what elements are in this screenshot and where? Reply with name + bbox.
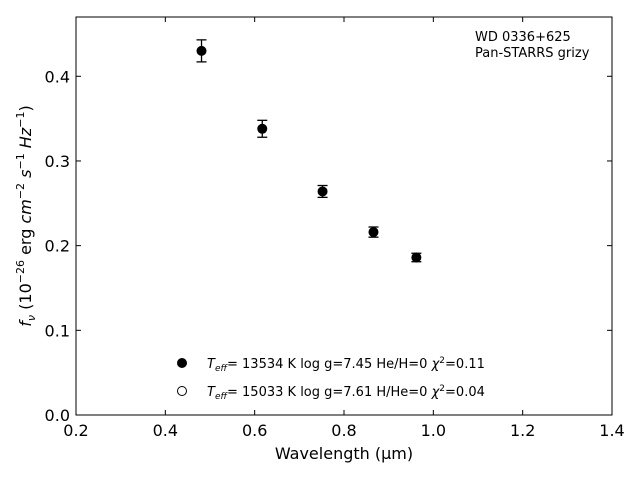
legend-entry-1-chi2: =0.11 [445, 357, 485, 372]
y-axis-label: fν (10−26 erg cm−2 s−1 Hz−1) [14, 105, 38, 326]
data-points [196, 39, 422, 263]
legend: Teff= 13534 K log g=7.45 He/H=0 χ2=0.11 … [177, 356, 485, 402]
legend-marker-model [177, 386, 187, 396]
axis-ticks: 0.2 0.4 0.6 0.8 1.0 1.2 1.4 0.0 0.1 0.2 0.3 0.4 [45, 17, 625, 440]
legend-entry-2: Teff= 15033 K log g=7.61 H/He=0 χ2=0.04 [207, 384, 485, 402]
data-point [196, 45, 207, 56]
x-tick-label: 1.2 [510, 421, 535, 440]
x-tick-label: 0.8 [331, 421, 356, 440]
plot-frame [75, 16, 613, 416]
y-tick-label: 0.4 [45, 67, 70, 86]
legend-entry-1-teff: = 13534 K [227, 357, 297, 372]
data-point [317, 186, 328, 197]
x-tick-label: 0.6 [242, 421, 267, 440]
x-tick-label: 0.4 [153, 421, 178, 440]
y-tick-label: 0.2 [45, 237, 70, 256]
legend-entry-2-teff: = 15033 K [227, 385, 297, 400]
x-axis-label: Wavelength (μm) [275, 444, 413, 463]
x-tick-label: 1.0 [421, 421, 446, 440]
data-point [368, 227, 379, 238]
legend-entry-2-params: log g=7.61 H/He=0 [300, 385, 427, 400]
legend-marker-observed [177, 358, 187, 368]
y-tick-label: 0.0 [45, 406, 70, 425]
annotation-line-1: WD 0336+625 [475, 30, 571, 45]
x-tick-label: 1.4 [599, 421, 624, 440]
data-point [257, 123, 268, 134]
legend-entry-1-params: log g=7.45 He/H=0 [300, 357, 427, 372]
annotation-line-2: Pan-STARRS grizy [475, 46, 590, 61]
y-tick-label: 0.3 [45, 152, 70, 171]
legend-entry-2-chi2: =0.04 [445, 385, 485, 400]
y-tick-label: 0.1 [45, 321, 70, 340]
data-point [411, 252, 422, 263]
x-tick-label: 0.2 [63, 421, 88, 440]
legend-entry-1: Teff= 13534 K log g=7.45 He/H=0 χ2=0.11 [207, 356, 485, 374]
